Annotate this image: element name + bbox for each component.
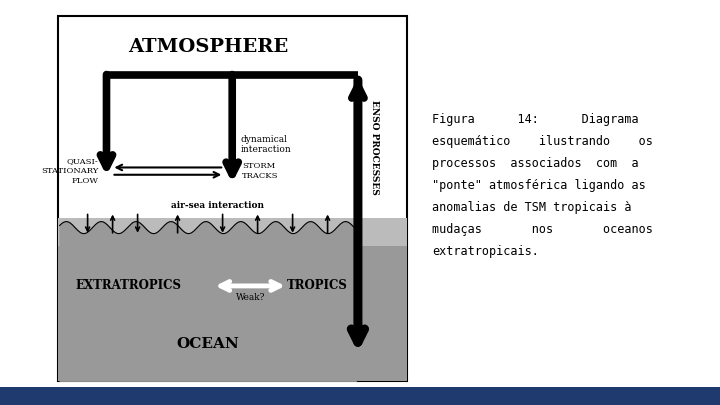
Text: Figura      14:      Diagrama: Figura 14: Diagrama [432,113,639,126]
Text: OCEAN: OCEAN [176,337,239,351]
Bar [0,387,720,405]
Text: processos  associados  com  a: processos associados com a [432,158,639,171]
Text: "ponte" atmosférica ligando as: "ponte" atmosférica ligando as [432,179,646,192]
Text: EXTRATROPICS: EXTRATROPICS [76,279,181,292]
Text: esquemático    ilustrando    os: esquemático ilustrando os [432,135,653,148]
Text: anomalias de TSM tropicais à: anomalias de TSM tropicais à [432,201,631,214]
Text: STORM
TRACKS: STORM TRACKS [242,162,279,180]
Text: ENSO PROCESSES: ENSO PROCESSES [370,100,379,195]
Bar [58,228,407,381]
Text: mudaças       nos       oceanos: mudaças nos oceanos [432,224,653,237]
Bar [58,16,407,381]
Bar [58,217,407,245]
Text: ATMOSPHERE: ATMOSPHERE [127,38,288,56]
Text: air-sea interaction: air-sea interaction [171,201,264,210]
Text: dynamical
interaction: dynamical interaction [240,135,291,154]
Text: QUASI-
STATIONARY
FLOW: QUASI- STATIONARY FLOW [41,157,99,185]
Text: Weak?: Weak? [235,294,265,303]
Text: extratropicais.: extratropicais. [432,245,539,258]
Text: TROPICS: TROPICS [287,279,348,292]
